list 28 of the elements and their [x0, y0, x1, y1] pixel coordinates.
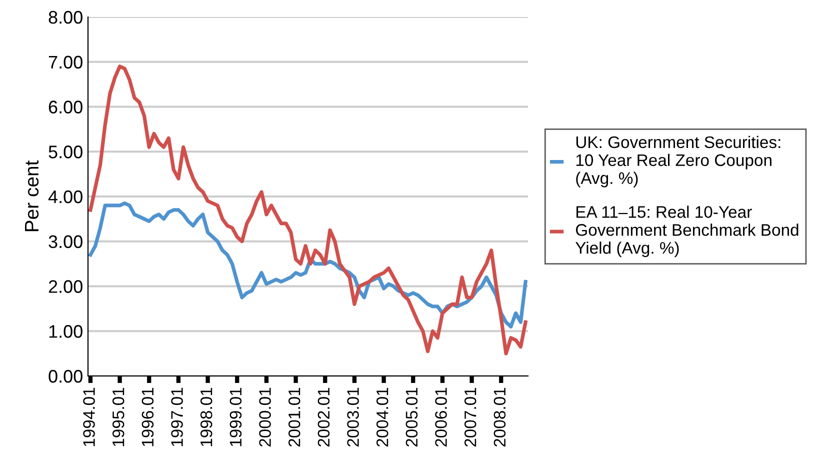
y-tick-label: 0.00: [48, 370, 82, 383]
x-tick-label: 2005.01: [406, 388, 418, 447]
y-tick-label: 7.00: [48, 56, 82, 69]
x-tick-label: 1995.01: [112, 388, 124, 446]
legend-label: UK: Government Securities: 10 Year Real Zero Coupon (Avg. %): [576, 136, 780, 188]
line-series: [88, 64, 528, 356]
x-tick-label: 1997.01: [171, 388, 183, 446]
y-tick-label: 1.00: [49, 325, 82, 338]
x-tick-label: 2007.01: [464, 388, 476, 447]
x-tick-label: 2004.01: [376, 388, 388, 447]
y-tick-label: 3.00: [48, 235, 82, 248]
x-tick-label: 1994.01: [83, 388, 95, 446]
x-tick-label: 2003.01: [347, 388, 359, 447]
x-tick-label: 1998.01: [200, 388, 212, 446]
x-tick-label: 2008.01: [494, 388, 506, 447]
x-tick-label: 1996.01: [142, 388, 154, 446]
x-tick-label: 1999.01: [230, 388, 242, 446]
y-tick-label: 5.00: [48, 146, 82, 158]
x-tick-label: 2001.01: [288, 388, 300, 447]
x-tick-label: 2006.01: [435, 388, 447, 447]
y-tick-label: 4.00: [48, 190, 82, 204]
y-tick-label: 2.00: [48, 280, 82, 293]
y-tick-label: 6.00: [48, 100, 82, 114]
y-axis-title: Per cent: [25, 160, 39, 232]
legend-label: EA 11–15: Real 10-Year Government Benchmark Bond Yield (Avg. %): [576, 206, 798, 258]
x-tick-label: 2002.01: [318, 388, 330, 447]
x-tick-label: 2000.01: [259, 388, 271, 447]
y-tick-label: 8.00: [48, 10, 82, 24]
